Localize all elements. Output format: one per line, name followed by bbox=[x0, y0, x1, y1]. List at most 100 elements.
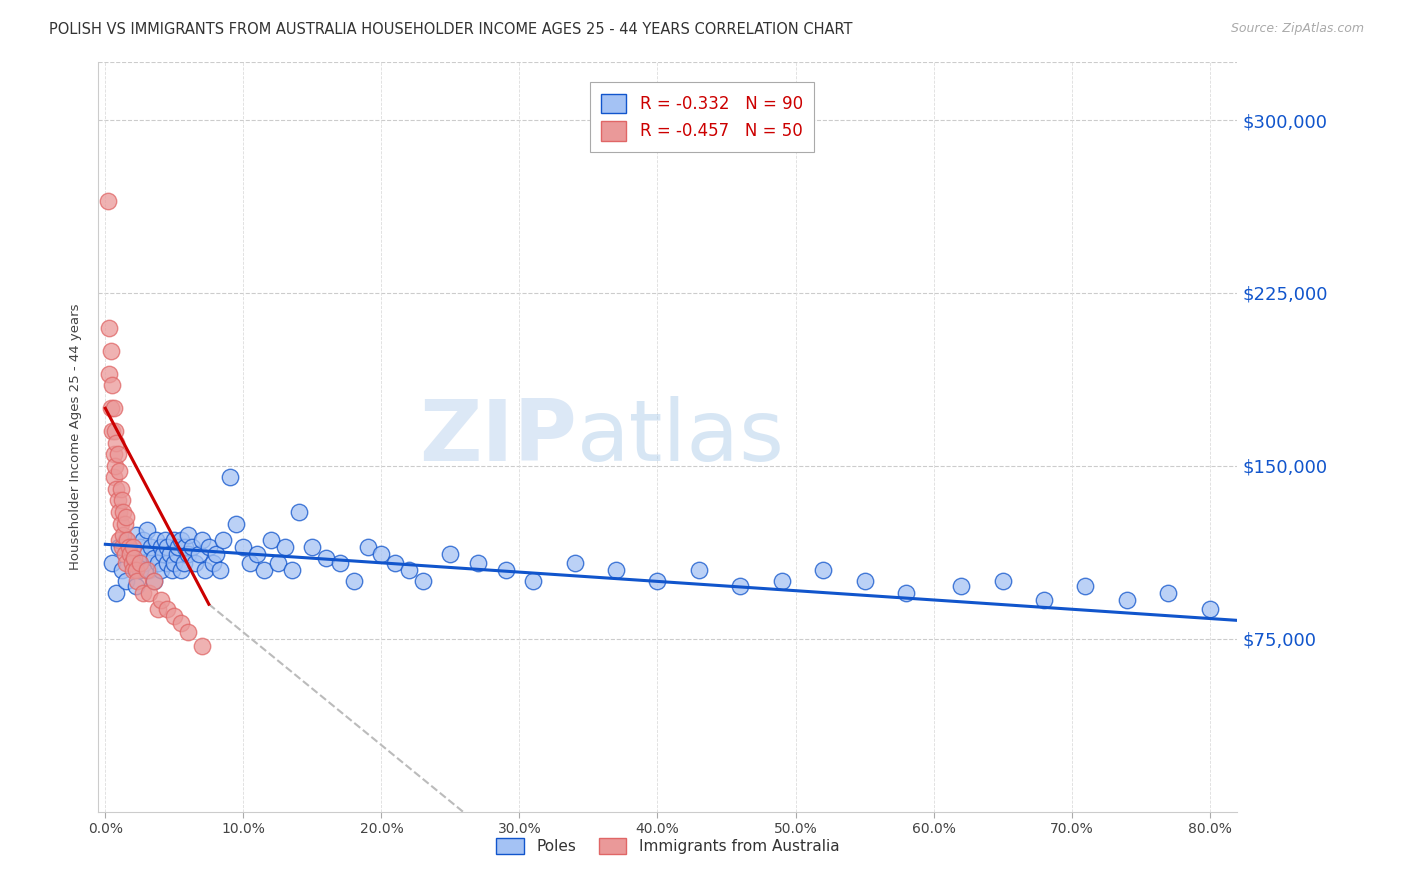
Point bbox=[110, 516, 132, 531]
Point bbox=[103, 401, 125, 416]
Point bbox=[121, 556, 143, 570]
Point bbox=[950, 579, 973, 593]
Point bbox=[191, 533, 214, 547]
Point bbox=[194, 563, 217, 577]
Point bbox=[142, 551, 165, 566]
Point bbox=[688, 563, 710, 577]
Point bbox=[177, 547, 200, 561]
Point bbox=[170, 615, 193, 630]
Point bbox=[125, 574, 148, 589]
Point bbox=[218, 470, 240, 484]
Legend: Poles, Immigrants from Australia: Poles, Immigrants from Australia bbox=[491, 832, 845, 860]
Point bbox=[163, 556, 186, 570]
Point bbox=[135, 563, 157, 577]
Point bbox=[152, 547, 174, 561]
Point bbox=[163, 533, 186, 547]
Point bbox=[522, 574, 544, 589]
Point bbox=[125, 563, 148, 577]
Point bbox=[135, 524, 157, 538]
Point bbox=[125, 528, 148, 542]
Point bbox=[991, 574, 1014, 589]
Point bbox=[159, 547, 181, 561]
Point bbox=[156, 556, 179, 570]
Point bbox=[280, 563, 302, 577]
Point bbox=[128, 563, 150, 577]
Point bbox=[101, 556, 124, 570]
Point bbox=[149, 563, 172, 577]
Text: Source: ZipAtlas.com: Source: ZipAtlas.com bbox=[1230, 22, 1364, 36]
Point bbox=[156, 602, 179, 616]
Point bbox=[191, 639, 214, 653]
Point bbox=[117, 533, 139, 547]
Point bbox=[495, 563, 517, 577]
Point bbox=[225, 516, 247, 531]
Point bbox=[301, 540, 323, 554]
Point bbox=[370, 547, 392, 561]
Point bbox=[100, 343, 122, 358]
Point bbox=[124, 551, 146, 566]
Point bbox=[260, 533, 283, 547]
Point bbox=[108, 540, 131, 554]
Point bbox=[439, 547, 461, 561]
Point bbox=[107, 447, 129, 461]
Point bbox=[111, 563, 134, 577]
Point bbox=[111, 540, 134, 554]
Point bbox=[198, 540, 221, 554]
Point bbox=[132, 556, 155, 570]
Point bbox=[138, 585, 160, 599]
Point bbox=[184, 556, 207, 570]
Point bbox=[274, 540, 297, 554]
Point bbox=[204, 547, 226, 561]
Point bbox=[101, 425, 124, 439]
Point bbox=[135, 547, 157, 561]
Point bbox=[166, 547, 188, 561]
Point bbox=[170, 563, 193, 577]
Point bbox=[467, 556, 489, 570]
Point bbox=[201, 556, 224, 570]
Point bbox=[853, 574, 876, 589]
Point bbox=[107, 493, 129, 508]
Point bbox=[232, 540, 254, 554]
Point bbox=[103, 447, 125, 461]
Point bbox=[287, 505, 309, 519]
Point bbox=[174, 540, 197, 554]
Point bbox=[149, 592, 172, 607]
Text: atlas: atlas bbox=[576, 395, 785, 479]
Point bbox=[1074, 579, 1097, 593]
Point bbox=[167, 540, 190, 554]
Point bbox=[770, 574, 793, 589]
Point bbox=[108, 505, 131, 519]
Point bbox=[153, 533, 176, 547]
Point bbox=[103, 470, 125, 484]
Point bbox=[160, 563, 183, 577]
Point bbox=[115, 509, 138, 524]
Point bbox=[267, 556, 290, 570]
Point bbox=[104, 425, 127, 439]
Text: POLISH VS IMMIGRANTS FROM AUSTRALIA HOUSEHOLDER INCOME AGES 25 - 44 YEARS CORREL: POLISH VS IMMIGRANTS FROM AUSTRALIA HOUS… bbox=[49, 22, 852, 37]
Point bbox=[412, 574, 434, 589]
Point bbox=[145, 533, 167, 547]
Point bbox=[1115, 592, 1137, 607]
Point bbox=[131, 533, 153, 547]
Point bbox=[894, 585, 917, 599]
Point bbox=[98, 367, 121, 381]
Point bbox=[253, 563, 276, 577]
Point bbox=[343, 574, 366, 589]
Point bbox=[177, 528, 200, 542]
Point bbox=[105, 482, 128, 496]
Point bbox=[146, 602, 169, 616]
Point bbox=[114, 547, 136, 561]
Point bbox=[122, 563, 145, 577]
Point bbox=[120, 547, 142, 561]
Point bbox=[564, 556, 586, 570]
Point bbox=[125, 579, 148, 593]
Point bbox=[122, 551, 145, 566]
Point bbox=[142, 574, 165, 589]
Point bbox=[104, 458, 127, 473]
Point bbox=[128, 540, 150, 554]
Point bbox=[111, 493, 134, 508]
Point bbox=[115, 533, 138, 547]
Point bbox=[173, 556, 195, 570]
Point bbox=[239, 556, 262, 570]
Point bbox=[138, 563, 160, 577]
